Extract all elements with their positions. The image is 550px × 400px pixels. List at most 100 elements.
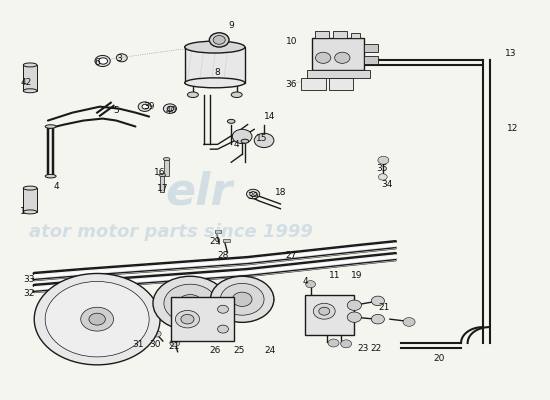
- Ellipse shape: [23, 63, 37, 67]
- Bar: [301, 78, 326, 90]
- Circle shape: [95, 56, 111, 66]
- Circle shape: [167, 106, 174, 111]
- Bar: [364, 44, 378, 52]
- Text: 19: 19: [351, 271, 363, 280]
- Circle shape: [210, 33, 229, 47]
- Text: 25: 25: [234, 346, 245, 356]
- Circle shape: [175, 310, 200, 328]
- Circle shape: [378, 156, 389, 164]
- Circle shape: [328, 339, 339, 347]
- Circle shape: [306, 281, 316, 288]
- Circle shape: [232, 129, 252, 144]
- Circle shape: [138, 102, 151, 112]
- Circle shape: [213, 36, 225, 44]
- Circle shape: [340, 340, 351, 348]
- Circle shape: [170, 340, 180, 346]
- Text: 1: 1: [20, 208, 26, 216]
- Circle shape: [314, 303, 335, 319]
- Circle shape: [218, 325, 228, 333]
- Text: 13: 13: [504, 48, 516, 58]
- Circle shape: [403, 318, 415, 326]
- Bar: [350, 33, 360, 38]
- Text: 36: 36: [285, 80, 297, 89]
- Ellipse shape: [185, 41, 245, 53]
- Bar: [185, 47, 245, 83]
- Circle shape: [178, 294, 202, 312]
- Text: 28: 28: [217, 251, 229, 260]
- Text: 21: 21: [168, 342, 179, 352]
- Ellipse shape: [23, 210, 37, 214]
- Text: 6: 6: [94, 58, 100, 68]
- Text: 5: 5: [113, 106, 119, 115]
- Text: elr: elr: [166, 170, 233, 214]
- Bar: [23, 188, 37, 212]
- Circle shape: [81, 307, 113, 331]
- Bar: [305, 295, 354, 335]
- Circle shape: [371, 296, 384, 306]
- Circle shape: [371, 314, 384, 324]
- Text: 20: 20: [433, 354, 445, 363]
- Circle shape: [316, 52, 331, 63]
- Circle shape: [319, 307, 329, 315]
- Bar: [215, 230, 221, 232]
- Circle shape: [142, 104, 148, 109]
- Circle shape: [164, 284, 217, 322]
- Circle shape: [254, 133, 274, 148]
- Text: 10: 10: [285, 37, 297, 46]
- Bar: [329, 78, 353, 90]
- Ellipse shape: [185, 78, 245, 88]
- Bar: [307, 70, 370, 78]
- Ellipse shape: [23, 89, 37, 93]
- Text: 39: 39: [144, 102, 155, 111]
- Ellipse shape: [45, 174, 56, 178]
- Text: 8: 8: [214, 68, 221, 77]
- Bar: [364, 56, 378, 64]
- Text: ator motor parts since 1999: ator motor parts since 1999: [29, 223, 312, 241]
- Ellipse shape: [159, 173, 166, 176]
- Bar: [164, 160, 169, 176]
- Text: 15: 15: [256, 134, 267, 143]
- Circle shape: [34, 274, 160, 365]
- Ellipse shape: [231, 92, 242, 98]
- Text: 3: 3: [116, 54, 122, 64]
- Circle shape: [334, 52, 350, 63]
- Text: 27: 27: [286, 251, 297, 260]
- Circle shape: [89, 313, 106, 325]
- Ellipse shape: [227, 119, 235, 123]
- Bar: [315, 31, 329, 38]
- Ellipse shape: [188, 92, 199, 98]
- Text: 14: 14: [264, 112, 275, 121]
- Text: 30: 30: [149, 340, 161, 350]
- Text: 16: 16: [155, 168, 166, 177]
- Text: 4: 4: [302, 277, 308, 286]
- Ellipse shape: [23, 186, 37, 190]
- Text: 42: 42: [20, 78, 32, 87]
- Circle shape: [250, 192, 256, 196]
- Circle shape: [246, 189, 260, 199]
- Text: 18: 18: [274, 188, 286, 196]
- Bar: [312, 38, 364, 70]
- Circle shape: [136, 332, 146, 340]
- Circle shape: [347, 312, 361, 322]
- Circle shape: [181, 314, 194, 324]
- Text: 4: 4: [234, 140, 239, 149]
- Text: 12: 12: [507, 124, 519, 133]
- Bar: [23, 65, 37, 91]
- Text: 33: 33: [23, 275, 35, 284]
- Circle shape: [347, 300, 361, 310]
- Text: 9: 9: [228, 21, 234, 30]
- Text: 35: 35: [376, 164, 387, 173]
- Text: 34: 34: [382, 180, 393, 189]
- Circle shape: [211, 276, 274, 322]
- Text: 31: 31: [133, 340, 144, 350]
- Text: 29: 29: [209, 237, 221, 246]
- Bar: [223, 239, 229, 242]
- Bar: [171, 297, 234, 341]
- Text: 21: 21: [379, 303, 390, 312]
- Text: 4: 4: [53, 182, 59, 190]
- Circle shape: [232, 292, 252, 306]
- Text: 11: 11: [329, 271, 341, 280]
- Text: 32: 32: [23, 289, 35, 298]
- Circle shape: [152, 331, 161, 337]
- Bar: [160, 176, 164, 192]
